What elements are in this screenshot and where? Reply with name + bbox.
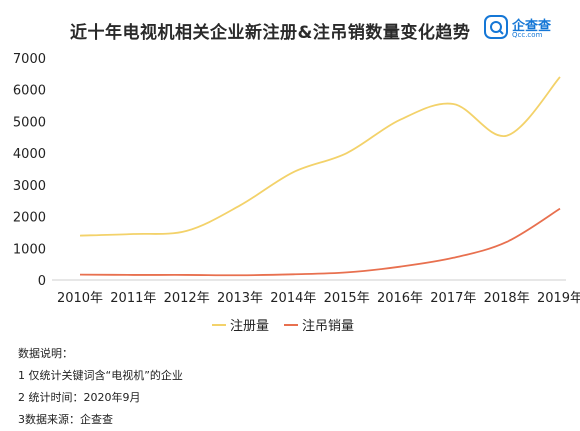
notes-heading: 数据说明： [18, 347, 73, 360]
series-line-2 [79, 207, 561, 277]
x-axis: 2010年 2011年 2012年 2013年 2014年 2015年 2016年 2017年… [57, 291, 580, 306]
chart-title: 近十年电视机相关企业新注册&注吊销数量变化趋势 [70, 23, 471, 43]
x-tick-label: 2019年 [537, 291, 580, 306]
y-tick-label: 2000 [13, 211, 46, 226]
line-chart: 0 1000 2000 3000 4000 5000 6000 7000 2010年 2011年… [13, 52, 580, 334]
qcc-logo-icon [484, 15, 508, 39]
legend: 注册量 注吊销量 [212, 319, 354, 334]
legend-label: 注吊销量 [302, 319, 354, 334]
y-tick-label: 5000 [13, 115, 46, 130]
y-tick-label: 6000 [13, 84, 46, 99]
note-line-1: 1 仅统计关键词含“电视机”的企业 [18, 369, 183, 382]
y-tick-label: 4000 [13, 147, 46, 162]
series-lines [79, 76, 561, 277]
x-tick-label: 2010年 [57, 291, 103, 306]
x-tick-label: 2014年 [270, 291, 316, 306]
brand-logo: 企查查 Qcc.com [484, 13, 568, 43]
x-tick-label: 2015年 [324, 291, 370, 306]
x-tick-label: 2018年 [484, 291, 530, 306]
logo-subtext: Qcc.com [512, 31, 543, 39]
data-notes: 数据说明： 1 仅统计关键词含“电视机”的企业 2 统计时间：2020年9月 3… [18, 343, 183, 431]
y-tick-label: 0 [38, 274, 46, 289]
legend-label: 注册量 [230, 319, 269, 334]
note-line-3: 3数据来源：企查查 [18, 413, 113, 426]
x-tick-label: 2012年 [164, 291, 210, 306]
logo-text: 企查查 [512, 19, 552, 34]
note-line-2: 2 统计时间：2020年9月 [18, 391, 141, 404]
y-tick-label: 3000 [13, 179, 46, 194]
x-tick-label: 2017年 [430, 291, 476, 306]
y-tick-label: 1000 [13, 242, 46, 257]
x-tick-label: 2013年 [217, 291, 263, 306]
y-axis: 0 1000 2000 3000 4000 5000 6000 7000 [13, 52, 46, 289]
x-tick-label: 2016年 [377, 291, 423, 306]
series-line-1 [79, 76, 561, 237]
x-tick-label: 2011年 [110, 291, 156, 306]
y-tick-label: 7000 [13, 52, 46, 67]
